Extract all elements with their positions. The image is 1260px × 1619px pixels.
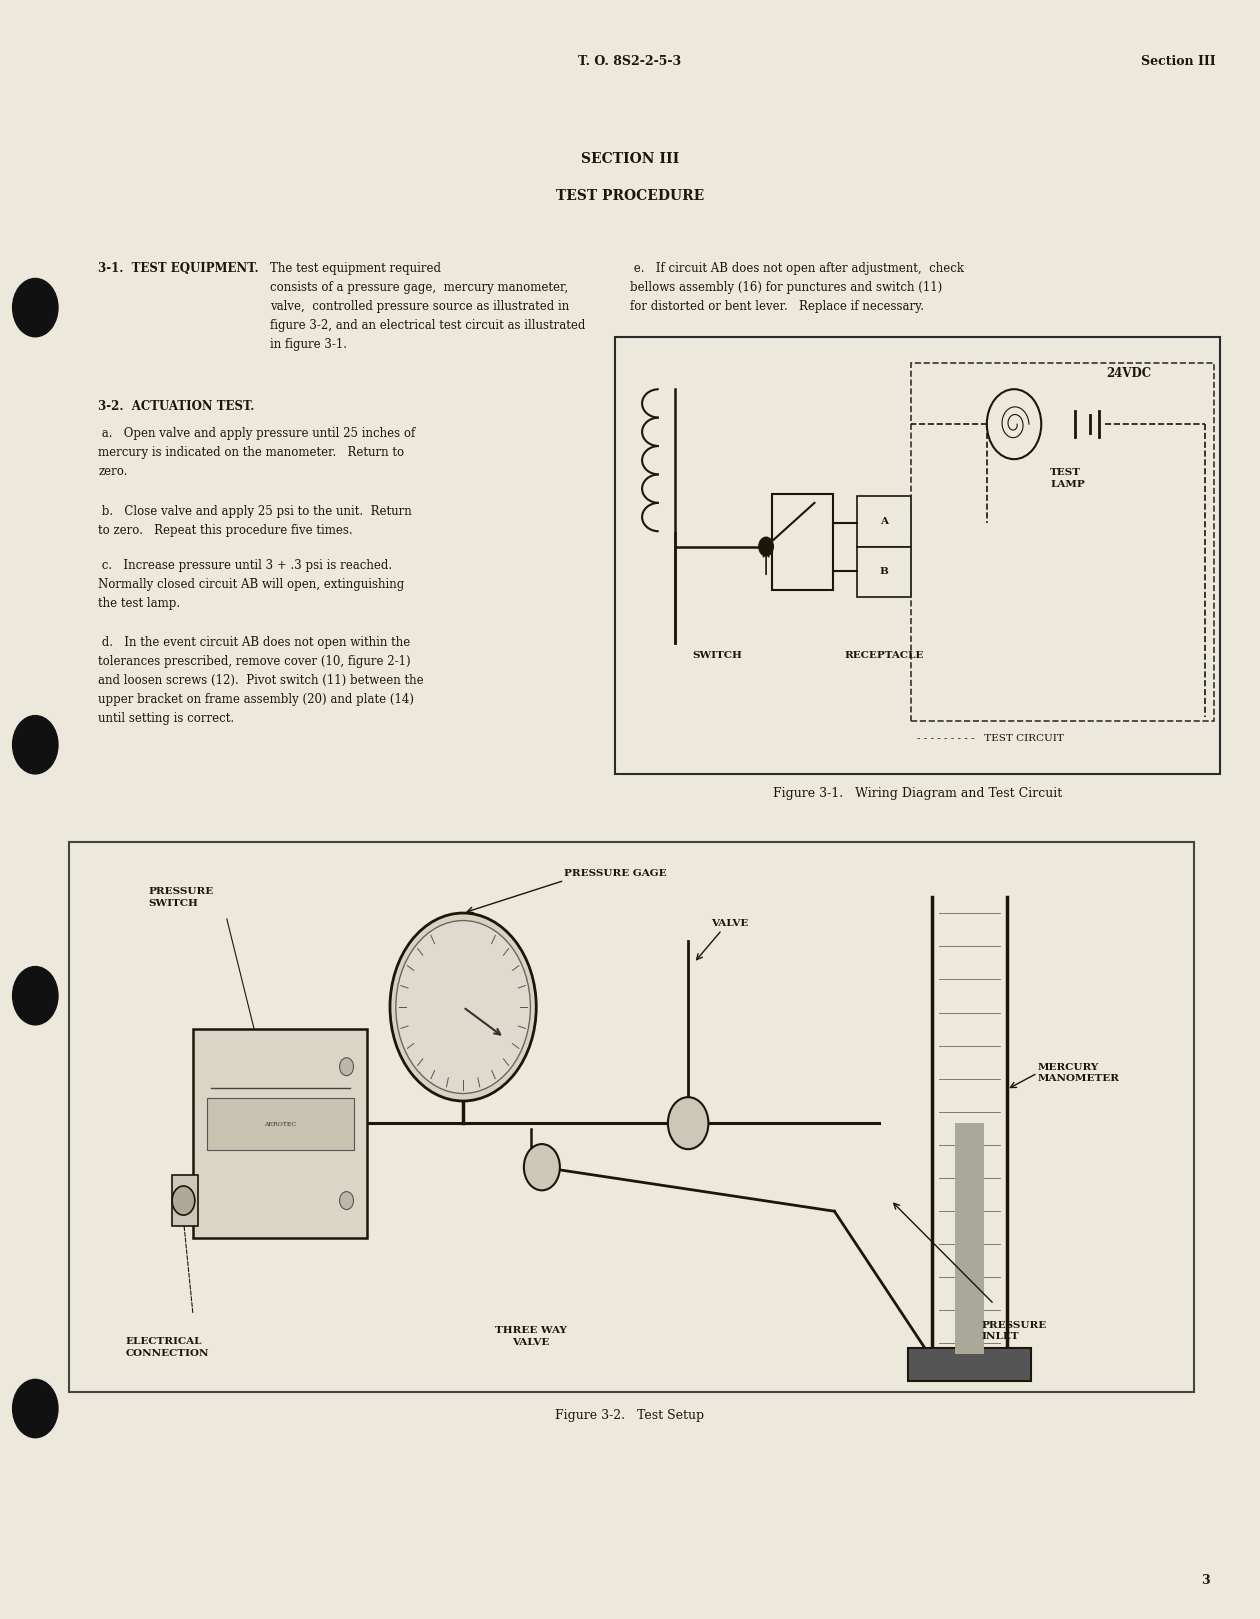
Circle shape xyxy=(13,967,58,1025)
Text: THREE WAY
VALVE: THREE WAY VALVE xyxy=(495,1326,567,1347)
Circle shape xyxy=(668,1098,708,1149)
Bar xyxy=(907,1349,1032,1381)
Text: PRESSURE
INLET: PRESSURE INLET xyxy=(982,1321,1047,1341)
Text: VALVE: VALVE xyxy=(711,920,748,928)
Circle shape xyxy=(13,716,58,774)
Circle shape xyxy=(759,538,774,555)
Text: T. O. 8S2-2-5-3: T. O. 8S2-2-5-3 xyxy=(578,55,682,68)
Circle shape xyxy=(173,1187,195,1216)
Text: The test equipment required
consists of a pressure gage,  mercury manometer,
val: The test equipment required consists of … xyxy=(270,262,585,351)
Text: c.   Increase pressure until 3 + .3 psi is reached.
Normally closed circuit AB w: c. Increase pressure until 3 + .3 psi is… xyxy=(98,559,404,610)
Text: 3-2.  ACTUATION TEST.: 3-2. ACTUATION TEST. xyxy=(98,400,255,413)
Text: PRESSURE
SWITCH: PRESSURE SWITCH xyxy=(149,887,213,908)
Circle shape xyxy=(13,278,58,337)
Bar xyxy=(615,337,1220,774)
Text: B: B xyxy=(879,567,888,576)
Text: ELECTRICAL
CONNECTION: ELECTRICAL CONNECTION xyxy=(126,1337,209,1358)
Bar xyxy=(772,494,833,591)
Circle shape xyxy=(13,1379,58,1438)
Circle shape xyxy=(391,913,537,1101)
Bar xyxy=(857,497,911,547)
Circle shape xyxy=(987,389,1041,460)
Text: MERCURY
MANOMETER: MERCURY MANOMETER xyxy=(1037,1062,1120,1083)
Text: 3-1.  TEST EQUIPMENT.: 3-1. TEST EQUIPMENT. xyxy=(98,262,258,275)
Text: A: A xyxy=(879,516,888,526)
Circle shape xyxy=(524,1145,559,1190)
Text: 3: 3 xyxy=(1201,1574,1210,1587)
Text: RECEPTACLE: RECEPTACLE xyxy=(844,651,924,661)
Text: b.   Close valve and apply 25 psi to the unit.  Return
to zero.   Repeat this pr: b. Close valve and apply 25 psi to the u… xyxy=(98,505,412,538)
Circle shape xyxy=(339,1192,354,1209)
Text: TEST PROCEDURE: TEST PROCEDURE xyxy=(556,189,704,204)
Text: PRESSURE GAGE: PRESSURE GAGE xyxy=(564,869,667,879)
Bar xyxy=(173,1175,198,1226)
Bar xyxy=(911,363,1213,722)
Bar xyxy=(857,547,911,597)
Text: SECTION III: SECTION III xyxy=(581,152,679,167)
Text: d.   In the event circuit AB does not open within the
tolerances prescribed, rem: d. In the event circuit AB does not open… xyxy=(98,636,423,725)
Text: AEROTEC: AEROTEC xyxy=(265,1122,296,1127)
Text: 24VDC: 24VDC xyxy=(1106,368,1152,380)
Bar xyxy=(69,842,1194,1392)
Text: Figure 3-1.   Wiring Diagram and Test Circuit: Figure 3-1. Wiring Diagram and Test Circ… xyxy=(772,787,1062,800)
Text: SWITCH: SWITCH xyxy=(693,651,742,661)
Bar xyxy=(193,1030,368,1239)
Circle shape xyxy=(396,921,530,1093)
Text: Figure 3-2.   Test Setup: Figure 3-2. Test Setup xyxy=(556,1409,704,1421)
Circle shape xyxy=(339,1057,354,1075)
Text: TEST
LAMP: TEST LAMP xyxy=(1051,468,1085,489)
Text: - - - - - - - - -   TEST CIRCUIT: - - - - - - - - - TEST CIRCUIT xyxy=(917,735,1065,743)
Text: Section III: Section III xyxy=(1142,55,1216,68)
Bar xyxy=(955,1122,984,1353)
Bar xyxy=(207,1098,354,1151)
Text: e.   If circuit AB does not open after adjustment,  check
bellows assembly (16) : e. If circuit AB does not open after adj… xyxy=(630,262,964,314)
Text: a.   Open valve and apply pressure until 25 inches of
mercury is indicated on th: a. Open valve and apply pressure until 2… xyxy=(98,427,416,479)
